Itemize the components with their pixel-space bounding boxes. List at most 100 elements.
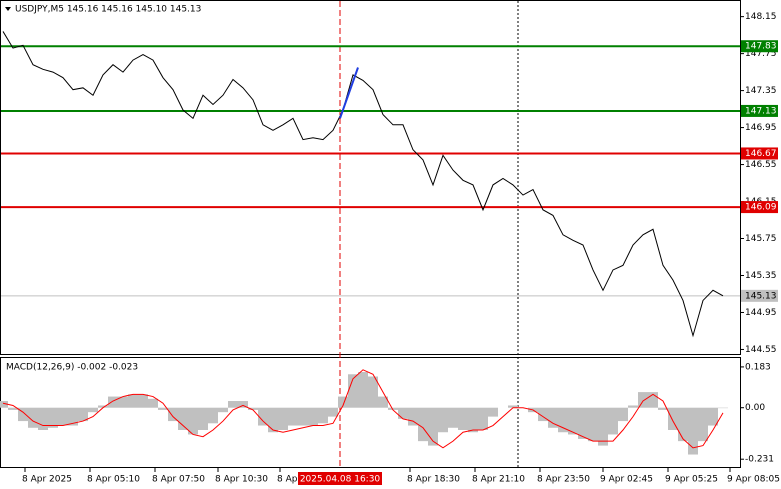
histogram-bar xyxy=(258,407,268,426)
x-tick-label: 8 Apr 18:30 xyxy=(407,475,460,485)
y-tick-label: 147.75 xyxy=(745,49,777,59)
x-tick-label: 8 Apr 21:10 xyxy=(472,475,525,485)
signal-line xyxy=(2,369,724,449)
histogram-bar xyxy=(118,396,128,408)
x-tick-label: 8 Apr 10:30 xyxy=(215,475,268,485)
y-tick-label: 148.15 xyxy=(745,12,777,22)
histogram-bar xyxy=(128,394,138,408)
histogram-bar xyxy=(458,407,468,430)
histogram-bar xyxy=(368,376,378,408)
histogram-bar xyxy=(268,407,278,433)
histogram-bar xyxy=(388,407,398,410)
x-tick-label: 8 Apr 2025 xyxy=(22,475,72,485)
histogram-bar xyxy=(138,394,148,408)
histogram-bar xyxy=(308,407,318,426)
histogram-bar xyxy=(298,407,308,426)
level-box xyxy=(741,201,778,214)
y-tick-label: -0.231 xyxy=(745,455,774,465)
y-tick-label: 0.00 xyxy=(745,403,765,413)
level-label: 147.83 xyxy=(745,42,777,52)
marker-label: 2025.04.08 16:30 xyxy=(300,475,381,485)
histogram-bar xyxy=(58,407,68,426)
histogram-bar xyxy=(588,407,598,442)
histogram-bar xyxy=(208,407,218,424)
price-panel xyxy=(0,0,741,355)
y-tick-label: 146.95 xyxy=(745,123,777,133)
histogram-bar xyxy=(168,407,178,422)
histogram-bar xyxy=(558,407,568,433)
y-tick-label: 146.55 xyxy=(745,160,777,170)
histogram-bar xyxy=(8,407,18,410)
y-tick-label: 0.183 xyxy=(745,362,771,372)
histogram-bar xyxy=(638,392,648,408)
histogram-bar xyxy=(318,407,328,424)
y-tick-label: 144.95 xyxy=(745,308,777,318)
histogram-bar xyxy=(448,407,458,428)
x-tick-label: 9 Apr 08:05 xyxy=(727,475,780,485)
y-tick-label: 147.35 xyxy=(745,86,777,96)
histogram-bar xyxy=(108,396,118,408)
histogram-bar xyxy=(158,407,168,410)
histogram-bar xyxy=(88,407,98,413)
macd-title: MACD(12,26,9) -0.002 -0.023 xyxy=(6,363,138,373)
level-label: 146.09 xyxy=(745,203,777,213)
histogram-bar xyxy=(688,407,698,455)
y-tick-label: 145.35 xyxy=(745,271,777,281)
histogram-bar xyxy=(428,407,438,446)
histogram-bar xyxy=(408,407,418,426)
histogram-bar xyxy=(288,407,298,426)
trade-line xyxy=(339,67,359,119)
histogram-bar xyxy=(508,405,518,408)
x-tick-label: 8 Apr 13: xyxy=(277,475,319,485)
histogram-bar xyxy=(198,407,208,430)
histogram-bar xyxy=(568,407,578,435)
histogram-bar xyxy=(248,407,258,410)
level-box xyxy=(741,40,778,53)
marker-box xyxy=(298,472,382,485)
menu-arrow xyxy=(5,7,11,11)
histogram-bar xyxy=(598,407,608,446)
last-price-box xyxy=(741,289,778,302)
histogram-bar xyxy=(98,405,108,408)
histogram-bar xyxy=(188,407,198,435)
histogram-bar xyxy=(668,407,678,430)
histogram-bar xyxy=(418,407,428,442)
histogram-bar xyxy=(468,407,478,433)
macd-panel xyxy=(0,357,741,468)
histogram-bar xyxy=(658,407,668,410)
last-price-label: 145.13 xyxy=(745,291,777,301)
x-tick-label: 8 Apr 05:10 xyxy=(87,475,140,485)
histogram-bar xyxy=(478,407,488,430)
level-box xyxy=(741,104,778,117)
histogram-bar xyxy=(358,372,368,408)
histogram-bar xyxy=(548,407,558,428)
level-label: 146.67 xyxy=(745,149,777,159)
histogram-bar xyxy=(578,407,588,439)
histogram-bar xyxy=(708,407,718,426)
histogram-bar xyxy=(238,401,248,408)
histogram-bar xyxy=(228,401,238,408)
histogram-bar xyxy=(328,407,338,417)
level-label: 147.13 xyxy=(745,106,777,116)
y-tick-label: 144.55 xyxy=(745,345,777,355)
histogram-bar xyxy=(348,374,358,408)
histogram-bar xyxy=(28,407,38,428)
histogram-bar xyxy=(648,392,658,408)
histogram-bar xyxy=(378,396,388,408)
histogram-bar xyxy=(628,405,638,408)
histogram-bar xyxy=(488,407,498,417)
x-tick-label: 9 Apr 05:25 xyxy=(665,475,718,485)
price-title: USDJPY,M5 145.16 145.16 145.10 145.13 xyxy=(15,5,201,15)
histogram-bar xyxy=(218,407,228,413)
histogram-bar xyxy=(438,407,448,433)
histogram-bar xyxy=(278,407,288,430)
histogram-bar xyxy=(18,407,28,422)
x-tick-label: 8 Apr 23:50 xyxy=(537,475,590,485)
y-tick-label: 145.75 xyxy=(745,234,777,244)
histogram-bar xyxy=(398,407,408,419)
histogram-bar xyxy=(178,407,188,430)
x-tick-label: 9 Apr 02:45 xyxy=(600,475,653,485)
histogram-bar xyxy=(618,407,628,422)
histogram-bar xyxy=(338,396,348,408)
